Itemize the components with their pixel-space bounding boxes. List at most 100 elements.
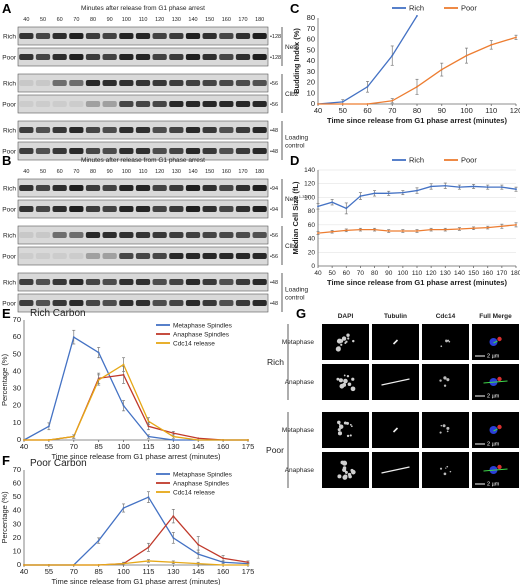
x-tick-label: 110 (412, 270, 423, 277)
x-tick-label: 50 (329, 270, 337, 277)
western-blot-b: Minutes after release from G1 phase arre… (2, 157, 310, 313)
dapi-signal (337, 428, 341, 432)
blot-band (202, 54, 217, 60)
legend-label: Anaphase Spindles (173, 481, 230, 488)
blot-band (85, 253, 101, 259)
blot-timepoint: 140 (188, 169, 197, 175)
dapi-signal (343, 374, 346, 377)
dapi-signal (338, 378, 343, 383)
blot-band (185, 232, 201, 238)
y-tick-label: 40 (13, 506, 21, 515)
x-tick-label: 175 (242, 567, 255, 576)
data-point (247, 439, 249, 441)
blot-strain-label: Rich (3, 233, 16, 240)
blot-band (102, 232, 117, 238)
data-point (416, 230, 418, 232)
blot-band (202, 279, 217, 285)
blot-band (202, 127, 217, 133)
western-blot-a: Minutes after release from G1 phase arre… (2, 5, 309, 161)
y-tick-label: 70 (13, 315, 21, 324)
blot-band (152, 33, 167, 39)
data-point (222, 439, 225, 441)
blot-band (85, 33, 101, 39)
blot-strain-label: Rich (3, 128, 16, 135)
data-point (444, 228, 447, 231)
blot-header: Minutes after release from G1 phase arre… (81, 157, 205, 164)
dapi-signal (340, 343, 343, 346)
x-axis-label: Time since release from G1 phase arrest … (52, 577, 221, 585)
dapi-signal (341, 460, 348, 466)
blot-band (152, 80, 167, 86)
data-point (500, 225, 503, 228)
blot-band (185, 80, 201, 86)
blot-band (19, 232, 34, 238)
x-tick-label: 120 (510, 106, 520, 115)
x-axis-label: Time since release from G1 phase arrest … (327, 116, 507, 125)
blot-band (169, 279, 184, 285)
series-line (24, 374, 248, 441)
merge-tubulin (483, 380, 508, 384)
data-point (47, 564, 50, 566)
blot-timepoint: 90 (107, 169, 113, 175)
blot-band (152, 300, 167, 306)
scale-bar-label: 2 µm (487, 394, 500, 400)
blot-band (219, 300, 234, 306)
blot-band (235, 253, 251, 259)
y-tick-label: 50 (13, 492, 21, 501)
y-tick-label: 80 (308, 208, 316, 215)
blot-band (135, 101, 151, 107)
data-point (373, 228, 376, 231)
dapi-signal (338, 338, 343, 343)
blot-band (69, 253, 84, 259)
micro-column-header: Full Merge (479, 313, 512, 320)
y-axis-label: Percentage (%) (0, 353, 9, 406)
blot-band (219, 80, 234, 86)
dapi-signal (347, 337, 350, 340)
y-tick-label: 0 (17, 560, 21, 569)
x-tick-label: 100 (117, 567, 130, 576)
x-tick-label: 130 (440, 270, 451, 277)
data-point (490, 43, 493, 46)
blot-marker-label: •94 (270, 186, 278, 192)
blot-band (35, 101, 51, 107)
blot-header: Minutes after release from G1 phase arre… (81, 5, 205, 12)
blot-band (119, 54, 134, 60)
data-point (147, 435, 150, 438)
data-point (465, 54, 468, 57)
blot-timepoint: 130 (172, 169, 181, 175)
blot-band (235, 127, 251, 133)
data-point (317, 103, 319, 105)
data-point (47, 439, 50, 441)
data-point (440, 68, 443, 71)
blot-marker-label: •128 (270, 55, 281, 61)
blot-band (52, 127, 67, 133)
blot-band (152, 253, 167, 259)
blot-band (102, 101, 117, 107)
blot-band (52, 185, 67, 191)
data-point (147, 425, 150, 428)
x-tick-label: 100 (460, 106, 473, 115)
blot-timepoint: 110 (139, 17, 148, 23)
data-point (472, 227, 475, 230)
x-tick-label: 120 (426, 270, 437, 277)
cdc14-signal (442, 424, 446, 428)
blot-band (35, 54, 51, 60)
blot-band (202, 33, 217, 39)
blot-band (169, 127, 184, 133)
dapi-signal (347, 472, 352, 477)
blot-timepoint: 100 (122, 17, 131, 23)
cdc14-signal (443, 472, 447, 476)
cdc14-signal (439, 467, 443, 470)
blot-band (85, 300, 101, 306)
data-point (97, 539, 100, 542)
blot-band (135, 206, 151, 212)
blot-band (35, 300, 51, 306)
y-tick-label: 60 (13, 332, 21, 341)
x-tick-label: 80 (413, 106, 421, 115)
blot-band (135, 185, 151, 191)
blot-band (85, 185, 101, 191)
cdc14-signal (446, 430, 449, 433)
y-tick-label: 20 (308, 249, 316, 256)
blot-band (169, 185, 184, 191)
legend-label: Cdc14 release (173, 341, 215, 348)
